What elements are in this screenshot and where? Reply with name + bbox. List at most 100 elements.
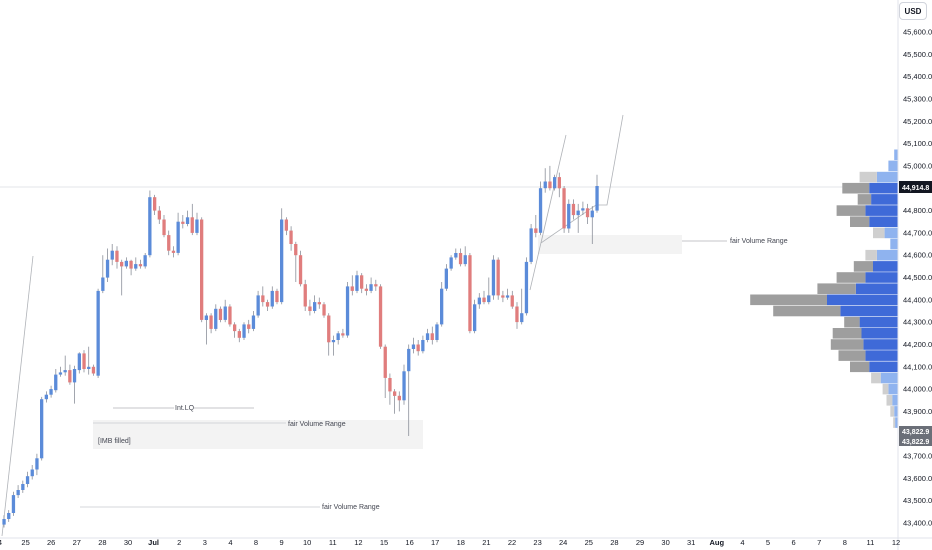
- candle-up[interactable]: [595, 186, 599, 211]
- candle-down[interactable]: [68, 370, 72, 383]
- candle-down[interactable]: [416, 344, 420, 352]
- candle-up[interactable]: [473, 304, 477, 332]
- candle-up[interactable]: [345, 286, 350, 336]
- candle-down[interactable]: [468, 255, 472, 332]
- candle-down[interactable]: [327, 315, 331, 343]
- candle-up[interactable]: [16, 490, 20, 496]
- candle-down[interactable]: [350, 286, 354, 291]
- candle-down[interactable]: [171, 250, 176, 253]
- candle-up[interactable]: [440, 288, 444, 325]
- candle-down[interactable]: [265, 302, 270, 307]
- candle-up[interactable]: [143, 255, 147, 267]
- candle-down[interactable]: [303, 284, 307, 307]
- candle-down[interactable]: [397, 395, 401, 401]
- candle-up[interactable]: [44, 394, 48, 400]
- candle-down[interactable]: [317, 302, 321, 305]
- candle-down[interactable]: [289, 230, 293, 244]
- candle-down[interactable]: [585, 208, 590, 218]
- candle-down[interactable]: [510, 295, 514, 307]
- candle-up[interactable]: [463, 255, 467, 265]
- candle-down[interactable]: [200, 219, 204, 320]
- candle-up[interactable]: [11, 495, 16, 513]
- candle-up[interactable]: [72, 369, 77, 383]
- candle-down[interactable]: [482, 297, 486, 303]
- candle-down[interactable]: [284, 219, 288, 231]
- candle-down[interactable]: [247, 324, 251, 329]
- candle-up[interactable]: [444, 268, 448, 289]
- candle-up[interactable]: [270, 290, 274, 307]
- candle-up[interactable]: [2, 519, 6, 525]
- candle-up[interactable]: [454, 253, 458, 258]
- candle-up[interactable]: [425, 333, 430, 340]
- candle-up[interactable]: [567, 203, 571, 229]
- candle-up[interactable]: [25, 476, 30, 484]
- candle-up[interactable]: [185, 217, 190, 224]
- candle-up[interactable]: [63, 370, 67, 373]
- candle-up[interactable]: [21, 484, 25, 490]
- candle-down[interactable]: [129, 260, 133, 269]
- candle-up[interactable]: [435, 324, 439, 340]
- candle-up[interactable]: [204, 315, 208, 321]
- candle-up[interactable]: [491, 259, 496, 296]
- candle-down[interactable]: [82, 353, 86, 369]
- candle-up[interactable]: [553, 177, 557, 189]
- currency-button[interactable]: USD: [899, 2, 927, 20]
- candle-up[interactable]: [411, 344, 416, 350]
- candle-down[interactable]: [557, 177, 561, 189]
- candle-down[interactable]: [393, 391, 397, 396]
- candle-up[interactable]: [214, 308, 218, 329]
- candle-up[interactable]: [110, 250, 114, 260]
- candle-down[interactable]: [458, 253, 463, 265]
- candle-up[interactable]: [402, 371, 406, 401]
- plot-area[interactable]: [0, 0, 898, 538]
- candle-down[interactable]: [571, 203, 576, 216]
- candle-up[interactable]: [176, 221, 180, 253]
- candle-up[interactable]: [524, 261, 529, 314]
- candle-up[interactable]: [543, 181, 547, 189]
- candle-up[interactable]: [77, 353, 81, 371]
- candle-up[interactable]: [407, 348, 411, 372]
- candle-up[interactable]: [520, 313, 524, 323]
- candle-down[interactable]: [233, 324, 237, 332]
- candle-up[interactable]: [313, 302, 317, 311]
- candle-down[interactable]: [496, 259, 500, 296]
- candle-up[interactable]: [576, 210, 580, 216]
- candle-down[interactable]: [237, 331, 241, 338]
- candle-up[interactable]: [538, 188, 543, 233]
- candle-down[interactable]: [534, 228, 538, 233]
- candle-down[interactable]: [228, 306, 232, 325]
- candle-up[interactable]: [280, 219, 284, 303]
- candle-up[interactable]: [134, 264, 138, 269]
- candle-up[interactable]: [49, 389, 53, 395]
- candle-down[interactable]: [562, 188, 566, 229]
- candle-up[interactable]: [369, 284, 373, 291]
- candle-down[interactable]: [153, 197, 157, 211]
- candle-up[interactable]: [256, 295, 260, 316]
- candle-up[interactable]: [355, 275, 359, 291]
- candle-up[interactable]: [477, 297, 481, 305]
- candle-down[interactable]: [167, 235, 171, 251]
- candle-down[interactable]: [162, 219, 166, 236]
- candle-up[interactable]: [223, 306, 227, 320]
- candle-up[interactable]: [195, 219, 199, 233]
- candle-down[interactable]: [209, 315, 213, 329]
- candle-down[interactable]: [298, 255, 303, 285]
- candle-up[interactable]: [529, 228, 533, 262]
- candle-up[interactable]: [96, 290, 100, 376]
- candle-up[interactable]: [331, 340, 336, 343]
- candle-down[interactable]: [157, 210, 161, 220]
- candle-down[interactable]: [378, 286, 383, 347]
- candle-down[interactable]: [91, 366, 96, 374]
- candle-down[interactable]: [261, 295, 265, 303]
- candle-down[interactable]: [388, 378, 392, 392]
- candle-up[interactable]: [7, 513, 11, 519]
- candle-down[interactable]: [138, 264, 143, 267]
- candle-down[interactable]: [181, 221, 185, 224]
- candle-down[interactable]: [322, 304, 326, 316]
- candle-up[interactable]: [87, 366, 91, 369]
- candle-up[interactable]: [421, 340, 425, 352]
- candle-down[interactable]: [218, 308, 223, 320]
- candle-down[interactable]: [374, 284, 378, 287]
- candle-up[interactable]: [124, 260, 128, 267]
